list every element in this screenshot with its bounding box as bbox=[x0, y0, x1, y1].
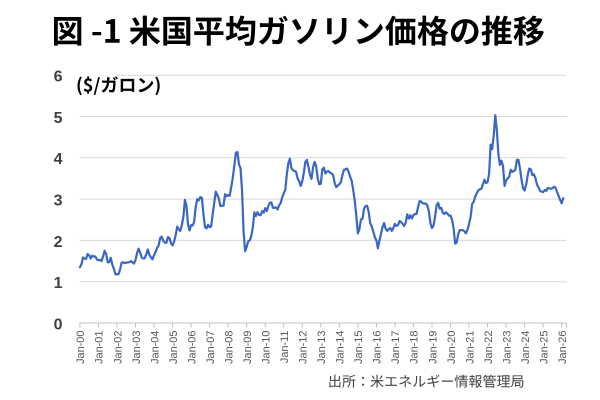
svg-text:Jan-24: Jan-24 bbox=[520, 331, 532, 364]
svg-text:3: 3 bbox=[54, 193, 63, 210]
svg-text:Jan-02: Jan-02 bbox=[112, 331, 124, 364]
svg-text:Jan-17: Jan-17 bbox=[390, 331, 402, 364]
svg-text:6: 6 bbox=[54, 69, 63, 86]
svg-text:Jan-26: Jan-26 bbox=[557, 331, 569, 364]
svg-text:1: 1 bbox=[54, 275, 63, 292]
svg-text:Jan-03: Jan-03 bbox=[131, 331, 143, 364]
svg-text:Jan-15: Jan-15 bbox=[353, 331, 365, 364]
svg-text:0: 0 bbox=[54, 316, 63, 333]
svg-text:5: 5 bbox=[54, 110, 63, 127]
svg-text:Jan-00: Jan-00 bbox=[75, 331, 87, 364]
svg-text:Jan-20: Jan-20 bbox=[446, 331, 458, 364]
svg-text:Jan-05: Jan-05 bbox=[168, 331, 180, 364]
svg-text:Jan-13: Jan-13 bbox=[316, 331, 328, 364]
svg-text:4: 4 bbox=[54, 151, 63, 168]
svg-text:Jan-23: Jan-23 bbox=[501, 331, 513, 364]
svg-text:Jan-07: Jan-07 bbox=[205, 331, 217, 364]
svg-text:Jan-09: Jan-09 bbox=[242, 331, 254, 364]
svg-text:Jan-19: Jan-19 bbox=[427, 331, 439, 364]
svg-text:Jan-11: Jan-11 bbox=[279, 331, 291, 364]
svg-text:Jan-22: Jan-22 bbox=[483, 331, 495, 364]
svg-text:Jan-10: Jan-10 bbox=[261, 331, 273, 364]
svg-text:Jan-08: Jan-08 bbox=[223, 331, 235, 364]
svg-text:Jan-06: Jan-06 bbox=[186, 331, 198, 364]
svg-text:Jan-25: Jan-25 bbox=[538, 331, 550, 364]
svg-text:Jan-21: Jan-21 bbox=[464, 331, 476, 364]
svg-text:2: 2 bbox=[54, 234, 63, 251]
svg-text:Jan-04: Jan-04 bbox=[149, 331, 161, 364]
svg-text:Jan-14: Jan-14 bbox=[335, 331, 347, 364]
svg-text:Jan-12: Jan-12 bbox=[298, 331, 310, 364]
svg-text:Jan-18: Jan-18 bbox=[409, 331, 421, 364]
svg-text:Jan-16: Jan-16 bbox=[372, 331, 384, 364]
svg-text:Jan-01: Jan-01 bbox=[94, 331, 106, 364]
